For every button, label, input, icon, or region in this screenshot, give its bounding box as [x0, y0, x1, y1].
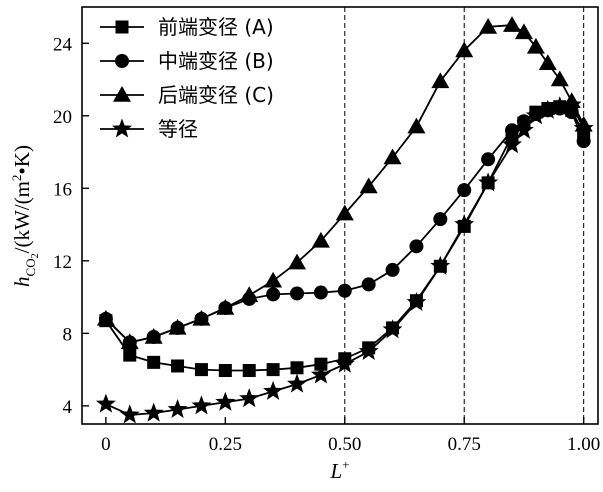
data-point-star: [287, 373, 307, 393]
data-point-square: [171, 359, 185, 373]
data-point-star: [537, 99, 558, 119]
data-point-triangle: [407, 117, 426, 134]
data-point-square: [218, 364, 232, 378]
data-point-star: [263, 380, 284, 400]
data-point-square: [123, 348, 137, 362]
data-point-star: [95, 393, 116, 413]
legend-item: 后端变径 (C): [100, 83, 274, 107]
data-point-triangle: [240, 286, 259, 303]
data-point-star: [561, 94, 582, 114]
data-point-triangle: [550, 70, 569, 87]
data-point-star: [191, 395, 212, 415]
data-point-triangle: [96, 309, 115, 326]
data-point-square: [147, 355, 161, 369]
data-point-triangle: [144, 327, 163, 344]
data-point-triangle: [526, 37, 545, 54]
legend-marker-star: [112, 118, 132, 138]
y-tick-label: 8: [63, 324, 73, 345]
data-point-triangle: [216, 298, 235, 315]
legend-marker-triangle: [113, 86, 131, 102]
y-tick-label: 24: [53, 34, 73, 55]
data-point-triangle: [168, 318, 187, 335]
data-point-triangle: [264, 271, 283, 288]
data-point-circle: [385, 262, 400, 277]
y-axis-label: hCO2/(kW/(m2•K): [9, 145, 41, 287]
x-axis-label-sup: +: [342, 457, 349, 472]
data-point-star: [167, 399, 188, 418]
legend-item: 等径: [100, 117, 198, 141]
x-tick-label: 0.50: [328, 434, 361, 455]
data-point-star: [454, 214, 475, 234]
data-point-triangle: [288, 253, 306, 270]
data-point-star: [502, 134, 522, 154]
legend-marker-square: [115, 20, 129, 34]
y-tick-label: 4: [63, 397, 73, 418]
data-point-circle: [409, 239, 424, 254]
data-point-star: [549, 96, 570, 116]
data-point-circle: [481, 152, 496, 167]
data-point-star: [239, 388, 260, 408]
legend-item: 中端变径 (B): [100, 49, 274, 73]
x-tick-label: 0: [101, 434, 111, 455]
data-point-triangle: [538, 54, 557, 70]
data-point-triangle: [431, 72, 450, 89]
data-point-triangle: [120, 333, 139, 350]
data-point-triangle: [503, 16, 521, 32]
data-point-star: [215, 391, 236, 411]
data-point-circle: [505, 123, 519, 138]
data-point-circle: [313, 285, 328, 300]
axis-ticks: 0 0.25 0.50 0.75 1.00 4 8 12 16 20 24: [53, 34, 600, 455]
data-point-star: [573, 118, 594, 137]
data-point-star: [406, 292, 427, 311]
data-point-square: [242, 364, 256, 378]
data-point-triangle: [383, 148, 402, 165]
series-star: [95, 94, 594, 424]
data-point-star: [143, 402, 164, 422]
data-point-square: [314, 357, 328, 371]
legend-label: 后端变径 (C): [158, 83, 274, 107]
data-point-triangle: [359, 177, 378, 194]
data-point-star: [430, 255, 451, 275]
data-point-star: [525, 105, 546, 125]
data-point-circle: [337, 283, 352, 298]
series-group: [95, 16, 594, 424]
data-point-square: [266, 363, 280, 377]
data-point-circle: [361, 277, 376, 292]
data-point-star: [119, 404, 140, 424]
x-axis-label: L+: [329, 457, 349, 483]
data-point-square: [194, 363, 208, 377]
legend: 前端变径 (A) 中端变径 (B) 后端变径 (C) 等径: [100, 15, 274, 141]
data-point-star: [478, 172, 499, 192]
y-tick-label: 20: [53, 107, 72, 128]
data-point-circle: [290, 286, 304, 301]
data-point-circle: [433, 212, 448, 227]
x-tick-label: 0.25: [209, 434, 242, 455]
y-tick-label: 12: [53, 252, 72, 273]
x-tick-label: 1.00: [567, 434, 600, 455]
data-point-square: [290, 361, 304, 375]
legend-label: 中端变径 (B): [158, 49, 274, 73]
data-point-triangle: [455, 41, 474, 58]
legend-label: 等径: [158, 117, 198, 141]
data-point-circle: [576, 134, 591, 149]
data-point-triangle: [479, 17, 498, 34]
data-point-star: [514, 119, 534, 139]
data-point-circle: [457, 183, 472, 198]
x-tick-label: 0.75: [448, 434, 481, 455]
legend-item: 前端变径 (A): [100, 15, 274, 39]
data-point-triangle: [514, 23, 533, 40]
data-point-triangle: [335, 204, 354, 221]
data-point-star: [334, 353, 355, 373]
data-point-triangle: [192, 309, 211, 326]
data-point-triangle: [311, 231, 330, 248]
data-point-star: [358, 341, 379, 360]
plot-frame: [81, 6, 599, 425]
y-tick-label: 16: [53, 179, 72, 200]
data-point-star: [382, 319, 403, 339]
legend-marker-circle: [115, 54, 129, 68]
data-point-circle: [266, 287, 281, 302]
data-point-star: [310, 364, 331, 384]
legend-label: 前端变径 (A): [158, 15, 274, 39]
